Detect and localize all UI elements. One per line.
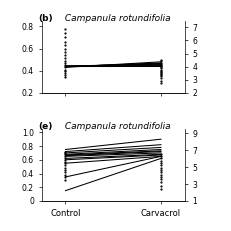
Text: Campanula rotundifolia: Campanula rotundifolia	[62, 122, 170, 131]
Text: (e): (e)	[39, 122, 53, 131]
Text: (b): (b)	[39, 14, 53, 23]
Text: Campanula rotundifolia: Campanula rotundifolia	[62, 14, 170, 23]
